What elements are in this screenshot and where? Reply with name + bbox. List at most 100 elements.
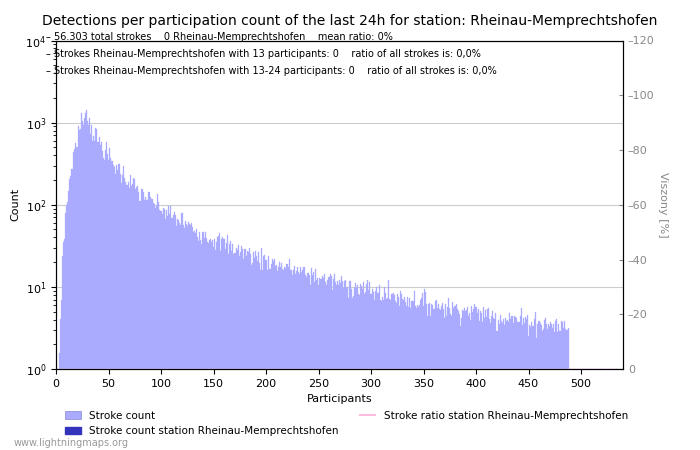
Bar [439, 309, 440, 450]
Bar [461, 318, 462, 450]
Bar [164, 219, 166, 450]
Bar [335, 282, 336, 450]
Bar [357, 285, 358, 450]
Bar [162, 208, 164, 450]
Bar [295, 274, 296, 450]
Bar [515, 317, 517, 450]
Bar [223, 238, 225, 450]
Bar [531, 322, 532, 450]
Bar [403, 300, 404, 450]
Bar [524, 323, 525, 450]
Bar [616, 369, 617, 450]
Bar [253, 252, 254, 450]
Bar [591, 369, 592, 450]
Bar [509, 313, 510, 450]
Bar [449, 308, 450, 450]
Bar [362, 289, 363, 450]
Bar [240, 252, 241, 450]
Bar [71, 169, 72, 450]
Bar [326, 285, 328, 450]
Bar [301, 272, 302, 450]
Bar [259, 262, 260, 450]
Bar [236, 248, 237, 450]
Bar [304, 267, 305, 450]
Bar [332, 279, 334, 450]
Bar [257, 261, 258, 450]
Bar [465, 311, 466, 450]
Bar [284, 267, 286, 450]
Bar [550, 322, 551, 450]
Bar [92, 141, 93, 450]
Bar [160, 211, 162, 450]
Bar [212, 240, 213, 450]
Bar [280, 267, 281, 450]
Bar [294, 266, 295, 450]
Bar [384, 287, 385, 450]
Bar [303, 267, 304, 450]
Bar [267, 256, 269, 450]
Bar [250, 254, 251, 450]
Bar [94, 140, 95, 450]
Bar [551, 324, 552, 450]
Bar [462, 310, 463, 450]
Bar [441, 306, 442, 450]
Bar [530, 327, 531, 450]
Bar [82, 121, 83, 450]
Bar [255, 251, 256, 450]
Bar [196, 230, 197, 450]
Bar [385, 292, 386, 450]
Bar [112, 161, 113, 450]
Bar [565, 329, 566, 450]
Bar [315, 270, 316, 450]
Bar [234, 253, 235, 450]
Bar [114, 167, 116, 450]
Bar [263, 256, 265, 450]
Bar [144, 201, 145, 450]
Bar [426, 304, 427, 450]
Bar [302, 270, 303, 450]
Bar [91, 125, 92, 450]
Bar [65, 213, 66, 450]
Bar [336, 285, 337, 450]
Bar [425, 292, 426, 450]
Bar [90, 135, 91, 450]
Bar [178, 220, 179, 450]
Bar [402, 299, 403, 450]
Bar [428, 304, 429, 450]
Bar [311, 268, 312, 450]
Bar [60, 319, 61, 450]
Bar [231, 251, 232, 450]
X-axis label: Participants: Participants [307, 394, 372, 404]
Bar [612, 369, 613, 450]
Bar [188, 222, 189, 450]
Bar [538, 321, 540, 450]
Bar [589, 369, 590, 450]
Bar [122, 166, 124, 450]
Bar [588, 369, 589, 450]
Bar [176, 226, 177, 450]
Bar [463, 311, 464, 450]
Bar [555, 321, 556, 450]
Bar [438, 304, 439, 450]
Bar [590, 369, 591, 450]
Bar [443, 310, 444, 450]
Bar [598, 369, 599, 450]
Bar [299, 274, 300, 450]
Bar [547, 328, 548, 450]
Bar [59, 353, 60, 450]
Bar [424, 288, 425, 450]
Bar [344, 281, 345, 450]
Bar [605, 369, 606, 450]
Bar [102, 151, 103, 450]
Bar [556, 320, 557, 450]
Bar [507, 320, 508, 450]
Bar [490, 323, 491, 450]
Bar [97, 142, 99, 450]
Bar [483, 306, 484, 450]
Bar [282, 270, 284, 450]
Bar [469, 313, 470, 450]
Bar [479, 321, 480, 450]
Bar [571, 369, 572, 450]
Bar [118, 164, 120, 450]
Bar [480, 311, 481, 450]
